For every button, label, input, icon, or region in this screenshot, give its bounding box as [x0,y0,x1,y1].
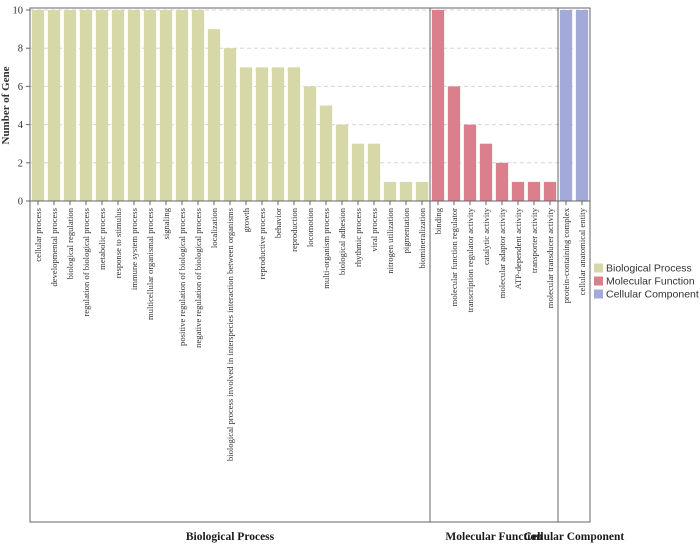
category-label: regulation of biological process [81,207,91,316]
category-label: localization [209,207,219,248]
y-axis-label: Number of Gene [0,66,12,144]
bar [319,105,333,201]
legend-label: Molecular Function [606,276,695,288]
bar [527,181,541,201]
legend-swatch [594,276,603,286]
category-label: reproduction [289,207,299,252]
axes: 0 2 4 6 8 10 [13,6,591,523]
bar [351,143,365,201]
category-label: molecular transducer activity [545,207,555,308]
group-label: Cellular Component [524,531,625,543]
bar [495,162,509,201]
category-label: cellular process [33,207,43,261]
y-tick-label: 4 [18,120,24,131]
bar [271,67,285,201]
legend-label: Cellular Component [606,289,699,301]
category-label: response to stimulus [113,207,123,278]
category-label: molecular function regulator [449,208,459,306]
category-label: multi-organism process [321,207,331,288]
bar [559,10,573,201]
bars [31,10,589,202]
y-tick-label: 8 [18,44,23,55]
bar [511,181,525,201]
y-tick-label: 6 [18,82,23,93]
bar [335,124,349,201]
category-label: catalytic activity [481,207,491,265]
bar [431,10,445,201]
bar [159,10,173,201]
bar [399,181,413,201]
category-label: binding [433,207,443,234]
y-tick-label: 2 [18,158,23,169]
category-label: biological regulation [65,207,75,279]
category-label: immune system process [129,207,139,290]
category-label: signaling [161,207,171,239]
legend-label: Biological Process [606,263,692,275]
bar [575,10,589,201]
bar [463,124,477,201]
bar [143,10,157,201]
legend-swatch [594,263,603,273]
bar [447,86,461,201]
bar [191,10,205,201]
bar [303,86,317,201]
bar [479,143,493,201]
bar [63,10,77,201]
group-label: Biological Process [186,531,275,543]
y-tick-label: 0 [18,197,23,208]
category-label: reproductive process [257,207,267,279]
plot-frame [29,7,591,523]
category-label: multicellular organismal process [145,207,155,320]
bar [383,181,397,201]
bar [223,48,237,202]
category-label: negative regulation of biological proces… [193,207,203,347]
category-label: locomotion [305,207,315,247]
category-label: behavior [273,208,283,238]
category-label: ATP-dependent activity [513,207,523,289]
category-label: nitrogen utilization [385,207,395,273]
category-label: molecular adaptor activity [497,207,507,298]
y-tick-label: 10 [13,6,24,17]
category-label: cellular anatomical entity [577,207,587,295]
bar [111,10,125,201]
category-label: biological adhesion [337,207,347,275]
category-label: growth [241,207,251,232]
bar [239,67,253,201]
bar [207,29,221,201]
bar [95,10,109,201]
bar [415,181,429,201]
category-label: biological process involved in interspec… [225,207,235,461]
bar [127,10,141,201]
category-label: pigmentation [401,207,411,253]
legend-swatch [594,289,603,299]
category-label: transporter activity [529,207,539,273]
bar [367,143,381,201]
group-labels: Biological Process Molecular FunctionCell… [186,531,625,543]
bar [287,67,301,201]
category-label: biomineralization [417,207,427,268]
category-label: viral process [369,207,379,251]
category-label: positive regulation of biological proces… [177,207,187,346]
bar [31,10,45,201]
bar [255,67,269,201]
bar [47,10,61,201]
category-label: metabolic process [97,207,107,269]
group-label: Molecular Function [445,531,543,543]
category-label: rhythmic process [353,207,363,267]
category-label: protein-containing complex [561,207,571,303]
bar [543,181,557,201]
category-labels: cellular process developmental process bio… [33,207,587,461]
category-label: transcription regulator activity [465,207,475,312]
bar [79,10,93,201]
category-label: developmental process [49,207,59,286]
bar [175,10,189,201]
